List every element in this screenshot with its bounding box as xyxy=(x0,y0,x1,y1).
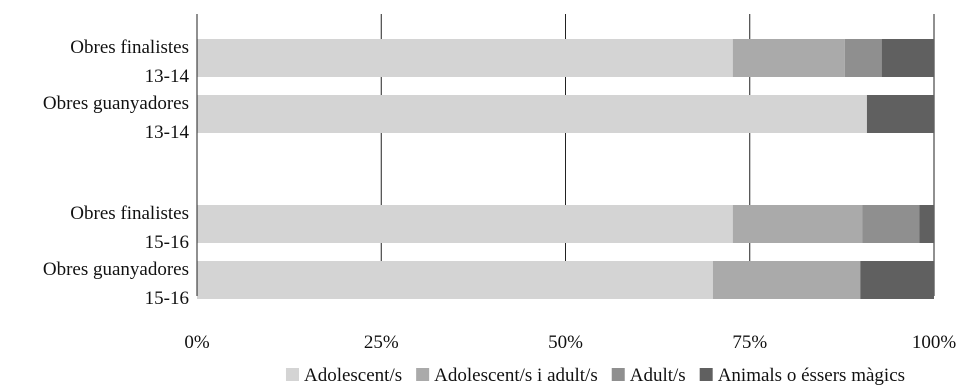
category-label: 13-14 xyxy=(145,122,190,143)
legend-swatch xyxy=(699,368,713,381)
bar-segment xyxy=(197,205,733,243)
legend-label: Adolescent/s xyxy=(304,365,402,386)
legend-swatch xyxy=(416,368,430,381)
bar-segment xyxy=(844,39,882,77)
bars xyxy=(197,39,934,299)
bar-segment xyxy=(197,39,733,77)
x-tick-label: 75% xyxy=(732,332,767,353)
category-label: 15-16 xyxy=(145,288,189,309)
legend-label: Animals o éssers màgics xyxy=(718,365,905,386)
category-labels: Obres finalistes 13-14 Obres guanyadores 13… xyxy=(43,37,190,309)
bar-segment xyxy=(866,95,934,133)
bar-segment xyxy=(197,261,713,299)
legend-label: Adolescent/s i adult/s xyxy=(434,365,598,386)
bar-segment xyxy=(712,261,861,299)
bar-segment xyxy=(732,39,845,77)
category-label: Obres guanyadores xyxy=(43,259,189,280)
legend: Adolescent/s Adolescent/s i adult/s Adult/… xyxy=(285,365,905,386)
legend-item: Adult/s xyxy=(611,365,686,386)
category-label: Obres finalistes xyxy=(70,203,189,224)
bar-segment xyxy=(881,39,934,77)
x-tick-label: 25% xyxy=(364,332,399,353)
legend-item: Adolescent/s i adult/s xyxy=(416,365,598,386)
category-label: 13-14 xyxy=(145,66,190,87)
x-tick-labels: 0% 25% 50% 75% 100% xyxy=(184,332,956,353)
legend-item: Adolescent/s xyxy=(285,365,402,386)
category-label: Obres guanyadores xyxy=(43,93,189,114)
bar-segment xyxy=(919,205,934,243)
legend-swatch xyxy=(285,368,299,381)
bar-segment xyxy=(860,261,934,299)
bar-segment xyxy=(732,205,863,243)
category-label: 15-16 xyxy=(145,232,189,253)
bar-segment xyxy=(862,205,920,243)
x-tick-label: 0% xyxy=(184,332,210,353)
legend-item: Animals o éssers màgics xyxy=(699,365,905,386)
x-tick-label: 100% xyxy=(912,332,957,353)
x-tick-label: 50% xyxy=(548,332,583,353)
category-label: Obres finalistes xyxy=(70,37,189,58)
bar-segment xyxy=(197,95,867,133)
legend-label: Adult/s xyxy=(630,365,686,386)
legend-swatch xyxy=(611,368,625,381)
